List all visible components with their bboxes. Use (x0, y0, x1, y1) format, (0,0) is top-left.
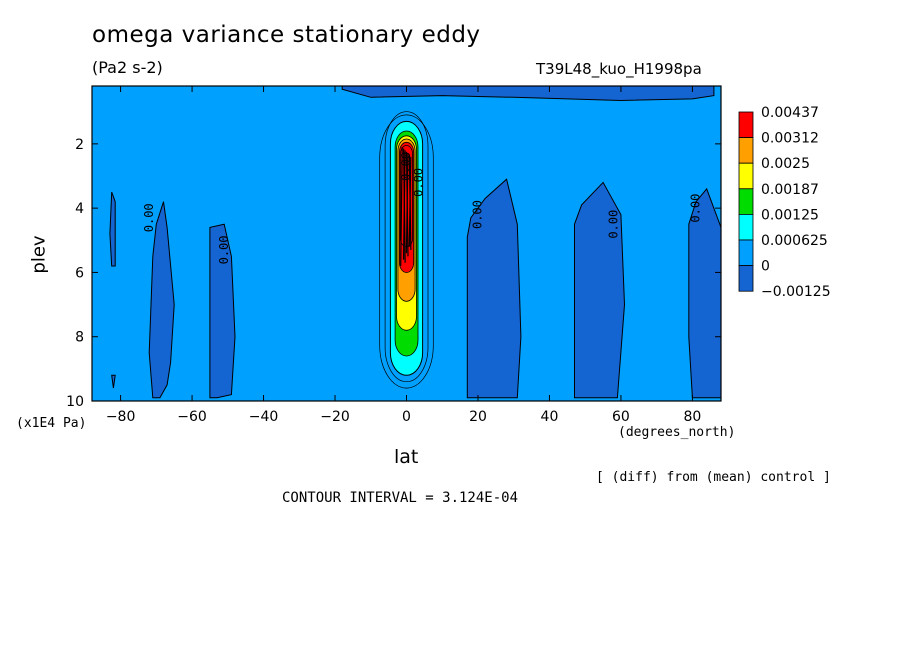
colorbar-label-5: 0.000625 (761, 233, 828, 249)
colorbar-box-3 (738, 188, 754, 215)
y-tick-label-4: 10 (66, 394, 84, 410)
colorbar-box-4 (738, 213, 754, 241)
colorbar-label-4: 0.00125 (761, 207, 819, 223)
x-tick-label-6: 40 (541, 409, 559, 425)
x-tick-label-7: 60 (612, 409, 630, 425)
colorbar-label-6: 0 (761, 259, 770, 275)
core-dense-contour-6 (408, 156, 412, 247)
colorbar-label-1: 0.00312 (761, 131, 819, 147)
negative-region-tongue-70S (148, 201, 175, 399)
y-tick-label-1: 4 (75, 201, 84, 217)
x-axis-units: (degrees_north) (618, 425, 736, 440)
x-tick-label-0: −80 (106, 409, 136, 425)
chart-units: (Pa2 s-2) (92, 58, 163, 77)
x-tick-label-4: 0 (402, 409, 411, 425)
colorbar-box-2 (738, 162, 754, 190)
colorbar-label-2: 0.0025 (761, 156, 810, 172)
core-dense-contour-0 (400, 147, 403, 267)
dataset-name: T39L48_kuo_H1998pa (536, 60, 702, 78)
x-tick-label-2: −40 (249, 409, 279, 425)
diff-note: [ (diff) from (mean) control ] (596, 470, 831, 485)
contour-label-0: 0.00 (142, 203, 156, 232)
negative-region-tongue-52S (209, 223, 236, 399)
chart-title: omega variance stationary eddy (92, 22, 481, 48)
y-tick-label-3: 8 (75, 330, 84, 346)
negative-region-tongue-55N (574, 181, 626, 399)
y-tick-label-2: 6 (75, 265, 84, 281)
core-outer-contour-1 (384, 111, 429, 383)
colorbar-box-0 (738, 111, 754, 139)
contour-label-2: 0.00 (471, 200, 485, 229)
negative-region-tongue-85N (688, 187, 721, 399)
x-tick-label-3: −20 (320, 409, 350, 425)
core-dense-contour-4 (405, 153, 409, 254)
x-tick-label-1: −60 (177, 409, 207, 425)
colorbar-label-3: 0.00187 (761, 182, 819, 198)
contour-label-4: 0.00 (689, 194, 703, 223)
colorbar-box-6 (738, 265, 754, 292)
contour-label-5: 0.00 (399, 152, 413, 181)
negative-region-tongue-22N (466, 178, 522, 399)
core-dense-contour-2 (402, 150, 406, 260)
x-axis-label: lat (394, 446, 419, 468)
colorbar-label-0: 0.00437 (761, 105, 819, 121)
colorbar-box-5 (738, 239, 754, 267)
colorbar-label-7: −0.00125 (761, 284, 831, 300)
colorbar-box-1 (738, 137, 754, 164)
y-axis-units: (x1E4 Pa) (16, 416, 87, 431)
contour-label-6: 0.00 (412, 168, 426, 197)
contour-interval: CONTOUR INTERVAL = 3.124E-04 (282, 490, 519, 506)
contour-label-1: 0.00 (217, 235, 231, 264)
negative-region-tongue-82S (109, 191, 116, 267)
x-tick-label-5: 20 (469, 409, 487, 425)
negative-region-dot-82S (111, 374, 116, 389)
x-tick-label-8: 80 (683, 409, 701, 425)
contour-label-3: 0.00 (606, 210, 620, 239)
core-outer-contour-0 (379, 114, 434, 389)
y-tick-label-0: 2 (75, 137, 84, 153)
y-axis-label: plev (28, 235, 50, 274)
